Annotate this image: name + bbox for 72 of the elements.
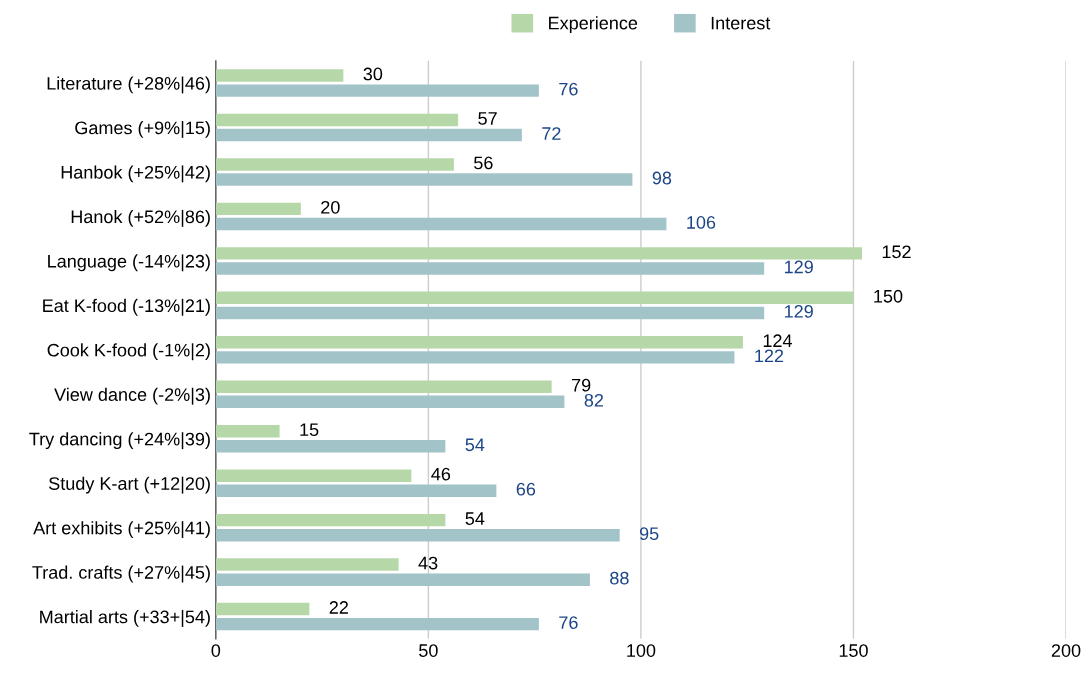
bar (215, 617, 539, 631)
bar (215, 173, 633, 186)
data-label: 54 (465, 512, 485, 525)
y-tick-label: Study K-art (+12|20) (49, 476, 210, 494)
x-tick-label: 150 (839, 644, 868, 657)
y-tick-label: Trad. crafts (+27%|45) (32, 565, 210, 583)
data-label: 72 (542, 127, 561, 140)
y-tick-label: Art exhibits (+25%|41) (33, 521, 210, 539)
legend-label: Experience (549, 16, 638, 34)
y-tick-label: Hanbok (+25%|42) (61, 165, 210, 183)
data-label: 106 (687, 216, 716, 229)
y-tick-label: Eat K-food (-13%|21) (43, 298, 210, 316)
y-tick-label: Martial arts (+33+|54) (40, 610, 210, 627)
bar (215, 529, 620, 542)
bar (215, 440, 446, 453)
x-tick-label: 100 (627, 644, 656, 657)
data-label: 76 (559, 82, 578, 96)
bar (215, 202, 301, 216)
bar (215, 291, 854, 305)
bar (215, 84, 539, 97)
data-label: 22 (329, 601, 348, 614)
data-label: 129 (785, 304, 813, 318)
y-tick-label: Try dancing (+24%|39) (29, 432, 210, 450)
bar (215, 602, 310, 616)
data-label: 54 (465, 438, 485, 452)
data-label: 150 (874, 289, 903, 303)
bar (215, 113, 459, 127)
legend-label: Interest (711, 16, 771, 30)
bar (215, 128, 522, 142)
data-label: 95 (639, 527, 659, 541)
data-label: 152 (882, 245, 911, 259)
data-label: 66 (516, 482, 536, 496)
x-tick-label: 50 (419, 644, 438, 657)
bar (215, 484, 497, 497)
data-label: 30 (363, 67, 383, 81)
data-label: 46 (431, 467, 451, 481)
y-tick-label: Hanok (+52%|86) (71, 209, 210, 227)
bar (215, 69, 344, 82)
data-label: 79 (572, 378, 591, 392)
data-label: 122 (755, 349, 784, 363)
bar (215, 513, 446, 527)
x-tick-label: 0 (211, 644, 221, 657)
data-label: 56 (474, 156, 493, 170)
bar (215, 424, 280, 438)
y-tick-label: Literature (+28%|46) (47, 76, 210, 94)
bar (215, 469, 412, 482)
bar (215, 217, 667, 231)
data-label: 20 (321, 200, 340, 214)
y-tick-label: Games (+9%|15) (75, 120, 210, 138)
data-label: 15 (300, 423, 319, 437)
bar (215, 380, 552, 393)
bar (215, 395, 565, 409)
x-tick-label: 200 (1051, 644, 1081, 657)
bar (215, 306, 765, 320)
bar (215, 158, 454, 171)
y-tick-label: Language (-14%|23) (48, 254, 210, 272)
data-label: 57 (478, 112, 497, 125)
data-label: 129 (785, 260, 813, 274)
bar (215, 573, 590, 586)
data-label: 76 (559, 616, 578, 629)
bar (215, 351, 735, 364)
data-label: 43 (418, 556, 438, 570)
bar (215, 247, 862, 260)
y-tick-label: Cook K-food (-1%|2) (47, 343, 210, 361)
data-label: 98 (652, 171, 672, 185)
data-label: 82 (584, 393, 604, 407)
bar (215, 262, 765, 275)
bar (215, 558, 399, 571)
data-label: 124 (763, 334, 792, 347)
data-label: 88 (610, 571, 629, 585)
y-tick-label: View dance (-2%|3) (54, 387, 210, 405)
bar (215, 336, 743, 349)
